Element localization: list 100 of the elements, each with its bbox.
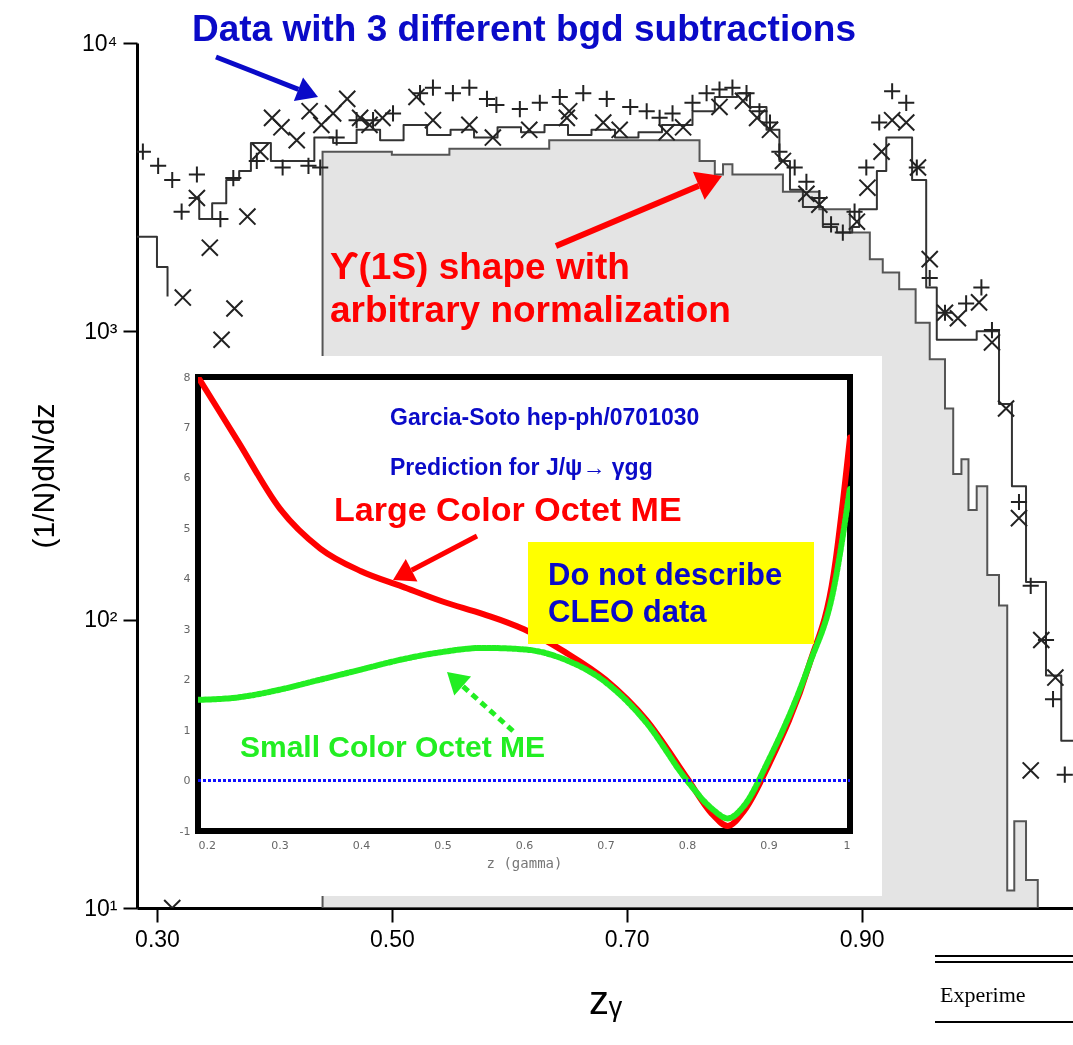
point — [300, 102, 319, 121]
annotation: Do not describe CLEO data — [528, 542, 814, 645]
y-tick-label: 6 — [183, 471, 191, 485]
point — [883, 111, 902, 130]
point — [172, 202, 191, 221]
point — [262, 108, 282, 127]
point — [327, 128, 346, 147]
legend-label: Small Color Octet ME — [240, 730, 546, 765]
point — [574, 84, 593, 103]
y-tick-label: -1 — [179, 824, 191, 838]
x-tick-label: 0.4 — [352, 838, 371, 852]
point — [407, 87, 426, 107]
point — [1021, 576, 1040, 595]
x-tick-label: 0.9 — [760, 838, 778, 852]
point — [870, 113, 889, 132]
x-tick-label: 0.7 — [597, 838, 615, 852]
series-label: Large Color Octet ME — [334, 490, 682, 530]
y-tick-label: 10³ — [84, 317, 118, 344]
point — [423, 111, 443, 130]
annotation: Garcia-Soto hep-ph/0701030 — [390, 404, 700, 431]
point — [1055, 765, 1073, 784]
annotation: ϒ(1S) shape with arbitrary normalization — [330, 246, 731, 332]
point — [1021, 761, 1040, 780]
x-axis-title: zᵧ — [589, 977, 624, 1022]
point — [443, 84, 462, 103]
point — [557, 108, 576, 127]
y-tick-label: 3 — [183, 622, 191, 636]
point — [324, 104, 343, 123]
y-tick-label: 10⁴ — [82, 29, 118, 56]
point — [149, 156, 168, 175]
x-tick-label: 0.5 — [434, 838, 452, 852]
point — [299, 156, 318, 175]
y-tick-label: 8 — [183, 370, 191, 384]
x-tick-label: 0.3 — [271, 838, 289, 852]
point — [1032, 630, 1051, 650]
x-tick-label: 0.2 — [198, 838, 216, 852]
point — [972, 278, 991, 297]
point — [520, 120, 539, 139]
point — [351, 108, 370, 127]
point — [530, 93, 549, 112]
point — [857, 158, 876, 177]
point — [710, 80, 729, 99]
y-tick-label: 5 — [183, 521, 191, 535]
point — [460, 78, 479, 97]
point — [872, 142, 891, 161]
point — [460, 115, 479, 134]
point — [423, 78, 443, 97]
y-tick-label: 0 — [183, 774, 191, 788]
point — [200, 238, 219, 257]
point — [957, 294, 976, 313]
point — [187, 165, 206, 184]
point — [238, 207, 257, 226]
point — [969, 293, 989, 312]
annotation: Prediction for J/ψ→ γgg — [390, 454, 653, 481]
point — [1009, 509, 1029, 528]
point — [225, 299, 244, 318]
x-tick-label: 0.50 — [369, 925, 415, 952]
x-tick-label: 1 — [843, 838, 851, 852]
point — [948, 309, 967, 328]
point — [897, 113, 916, 132]
point — [272, 118, 291, 137]
point — [360, 115, 379, 134]
point — [683, 93, 702, 112]
point — [311, 158, 330, 177]
text: Experime — [940, 982, 1026, 1008]
point — [637, 102, 656, 121]
x-axis-title: z (gamma) — [486, 854, 563, 871]
point — [697, 84, 716, 103]
x-tick-label: 0.6 — [515, 838, 534, 852]
point — [1046, 668, 1065, 687]
y-tick-label: 10¹ — [84, 894, 118, 921]
x-tick-label: 0.30 — [135, 925, 180, 952]
point — [187, 188, 206, 208]
point — [338, 89, 357, 108]
point — [483, 128, 502, 147]
y-tick-label: 4 — [183, 572, 191, 586]
point — [273, 158, 292, 177]
x-tick-label: 0.8 — [678, 838, 697, 852]
point — [312, 115, 331, 134]
point — [982, 333, 1002, 352]
point — [173, 288, 192, 307]
point — [997, 399, 1016, 418]
point — [785, 158, 804, 177]
point — [610, 120, 629, 139]
y-tick-label: 2 — [183, 673, 191, 687]
y-axis-title: (1/N)dN/dz — [27, 403, 61, 549]
y-tick-label: 1 — [183, 723, 191, 737]
point — [287, 131, 306, 150]
x-tick-label: 0.90 — [839, 925, 885, 952]
point — [1043, 690, 1063, 709]
point — [212, 330, 231, 349]
point — [594, 113, 613, 132]
y-tick-label: 10² — [84, 606, 118, 633]
point — [883, 82, 902, 101]
point — [920, 250, 939, 269]
y-tick-label: 7 — [183, 420, 191, 434]
x-tick-label: 0.70 — [604, 925, 650, 952]
point — [858, 178, 877, 197]
point — [710, 97, 729, 117]
annotation: Data with 3 different bgd subtractions — [192, 8, 856, 51]
